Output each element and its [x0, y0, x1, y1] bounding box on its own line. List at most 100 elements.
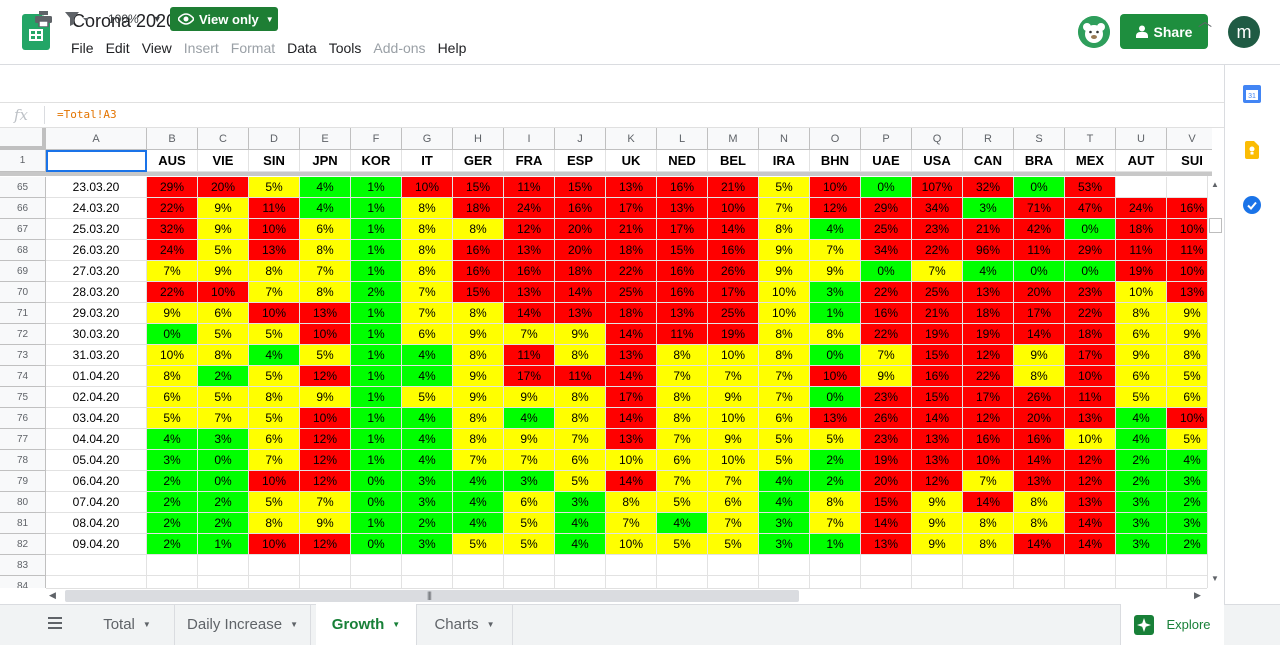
- growth-cell[interactable]: 10%: [708, 198, 759, 219]
- growth-cell[interactable]: 10%: [300, 324, 351, 345]
- row-header-78[interactable]: 78: [0, 450, 46, 471]
- growth-cell[interactable]: 7%: [300, 492, 351, 513]
- growth-cell[interactable]: 0%: [810, 387, 861, 408]
- filter-icon[interactable]: [65, 12, 89, 26]
- empty-cell[interactable]: [606, 576, 657, 588]
- growth-cell[interactable]: 9%: [810, 261, 861, 282]
- growth-cell[interactable]: 9%: [861, 366, 912, 387]
- empty-cell[interactable]: [555, 576, 606, 588]
- growth-cell[interactable]: 10%: [402, 177, 453, 198]
- growth-cell[interactable]: 1%: [351, 429, 402, 450]
- empty-cell[interactable]: [1065, 555, 1116, 576]
- growth-cell[interactable]: 13%: [1065, 408, 1116, 429]
- growth-cell[interactable]: 4%: [402, 345, 453, 366]
- growth-cell[interactable]: 22%: [606, 261, 657, 282]
- growth-cell[interactable]: 16%: [657, 261, 708, 282]
- growth-cell[interactable]: 5%: [249, 324, 300, 345]
- growth-cell[interactable]: 8%: [402, 198, 453, 219]
- growth-cell[interactable]: 1%: [351, 219, 402, 240]
- growth-cell[interactable]: 0%: [351, 534, 402, 555]
- growth-cell[interactable]: 8%: [606, 492, 657, 513]
- growth-cell[interactable]: 5%: [249, 408, 300, 429]
- empty-cell[interactable]: [810, 555, 861, 576]
- growth-cell[interactable]: 10%: [810, 366, 861, 387]
- growth-cell[interactable]: 3%: [963, 198, 1014, 219]
- growth-cell[interactable]: 10%: [1116, 282, 1167, 303]
- growth-cell[interactable]: 12%: [300, 534, 351, 555]
- country-header[interactable]: FRA: [504, 150, 555, 172]
- growth-cell[interactable]: 0%: [351, 492, 402, 513]
- growth-cell[interactable]: 1%: [351, 345, 402, 366]
- growth-cell[interactable]: [1116, 177, 1167, 198]
- growth-cell[interactable]: 0%: [861, 177, 912, 198]
- empty-cell[interactable]: [1065, 576, 1116, 588]
- empty-cell[interactable]: [810, 576, 861, 588]
- growth-cell[interactable]: 18%: [606, 303, 657, 324]
- menu-file[interactable]: File: [71, 40, 94, 56]
- growth-cell[interactable]: 7%: [759, 198, 810, 219]
- growth-cell[interactable]: 7%: [453, 450, 504, 471]
- growth-cell[interactable]: 3%: [1116, 513, 1167, 534]
- growth-cell[interactable]: 14%: [861, 513, 912, 534]
- row-header-77[interactable]: 77: [0, 429, 46, 450]
- growth-cell[interactable]: 6%: [504, 492, 555, 513]
- growth-cell[interactable]: 8%: [453, 303, 504, 324]
- growth-cell[interactable]: 25%: [708, 303, 759, 324]
- growth-cell[interactable]: 11%: [1167, 240, 1212, 261]
- growth-cell[interactable]: 4%: [402, 408, 453, 429]
- growth-cell[interactable]: 11%: [504, 345, 555, 366]
- country-header[interactable]: SUI: [1167, 150, 1212, 172]
- growth-cell[interactable]: 8%: [249, 513, 300, 534]
- growth-cell[interactable]: 8%: [300, 282, 351, 303]
- growth-cell[interactable]: 1%: [351, 303, 402, 324]
- growth-cell[interactable]: 8%: [810, 492, 861, 513]
- row-header-68[interactable]: 68: [0, 240, 46, 261]
- growth-cell[interactable]: 10%: [1167, 219, 1212, 240]
- menu-tools[interactable]: Tools: [328, 40, 362, 56]
- growth-cell[interactable]: 8%: [810, 324, 861, 345]
- growth-cell[interactable]: 22%: [1065, 303, 1116, 324]
- date-cell[interactable]: 30.03.20: [46, 324, 147, 345]
- column-header-s[interactable]: S: [1014, 128, 1065, 150]
- date-cell[interactable]: 27.03.20: [46, 261, 147, 282]
- all-sheets-menu-icon[interactable]: [48, 617, 62, 629]
- row-header-82[interactable]: 82: [0, 534, 46, 555]
- growth-cell[interactable]: 2%: [810, 471, 861, 492]
- growth-cell[interactable]: 15%: [861, 492, 912, 513]
- vertical-scroll-thumb[interactable]: [1209, 218, 1222, 233]
- growth-cell[interactable]: 10%: [1065, 366, 1116, 387]
- growth-cell[interactable]: 15%: [912, 345, 963, 366]
- row-header-70[interactable]: 70: [0, 282, 46, 303]
- row-header-66[interactable]: 66: [0, 198, 46, 219]
- growth-cell[interactable]: 32%: [963, 177, 1014, 198]
- growth-cell[interactable]: 5%: [504, 534, 555, 555]
- growth-cell[interactable]: 2%: [351, 282, 402, 303]
- growth-cell[interactable]: 9%: [912, 534, 963, 555]
- growth-cell[interactable]: 8%: [963, 534, 1014, 555]
- growth-cell[interactable]: 0%: [1014, 177, 1065, 198]
- growth-cell[interactable]: 29%: [861, 198, 912, 219]
- chevron-down-icon[interactable]: ▼: [290, 620, 298, 629]
- growth-cell[interactable]: 8%: [1014, 366, 1065, 387]
- zoom-select[interactable]: 100% ▼: [108, 9, 162, 29]
- chevron-down-icon[interactable]: ▼: [392, 620, 401, 629]
- growth-cell[interactable]: 12%: [300, 471, 351, 492]
- growth-cell[interactable]: 21%: [606, 219, 657, 240]
- growth-cell[interactable]: 19%: [1116, 261, 1167, 282]
- column-header-o[interactable]: O: [810, 128, 861, 150]
- growth-cell[interactable]: 9%: [1167, 303, 1212, 324]
- empty-cell[interactable]: [861, 576, 912, 588]
- growth-cell[interactable]: 10%: [708, 408, 759, 429]
- row-header-83[interactable]: 83: [0, 555, 46, 576]
- date-cell[interactable]: 01.04.20: [46, 366, 147, 387]
- empty-cell[interactable]: [1116, 576, 1167, 588]
- growth-cell[interactable]: 7%: [708, 471, 759, 492]
- growth-cell[interactable]: 53%: [1065, 177, 1116, 198]
- growth-cell[interactable]: 5%: [1167, 366, 1212, 387]
- explore-button[interactable]: Explore: [1120, 604, 1224, 645]
- growth-cell[interactable]: 6%: [402, 324, 453, 345]
- growth-cell[interactable]: 11%: [504, 177, 555, 198]
- date-cell[interactable]: 24.03.20: [46, 198, 147, 219]
- growth-cell[interactable]: 7%: [402, 282, 453, 303]
- growth-cell[interactable]: 6%: [198, 303, 249, 324]
